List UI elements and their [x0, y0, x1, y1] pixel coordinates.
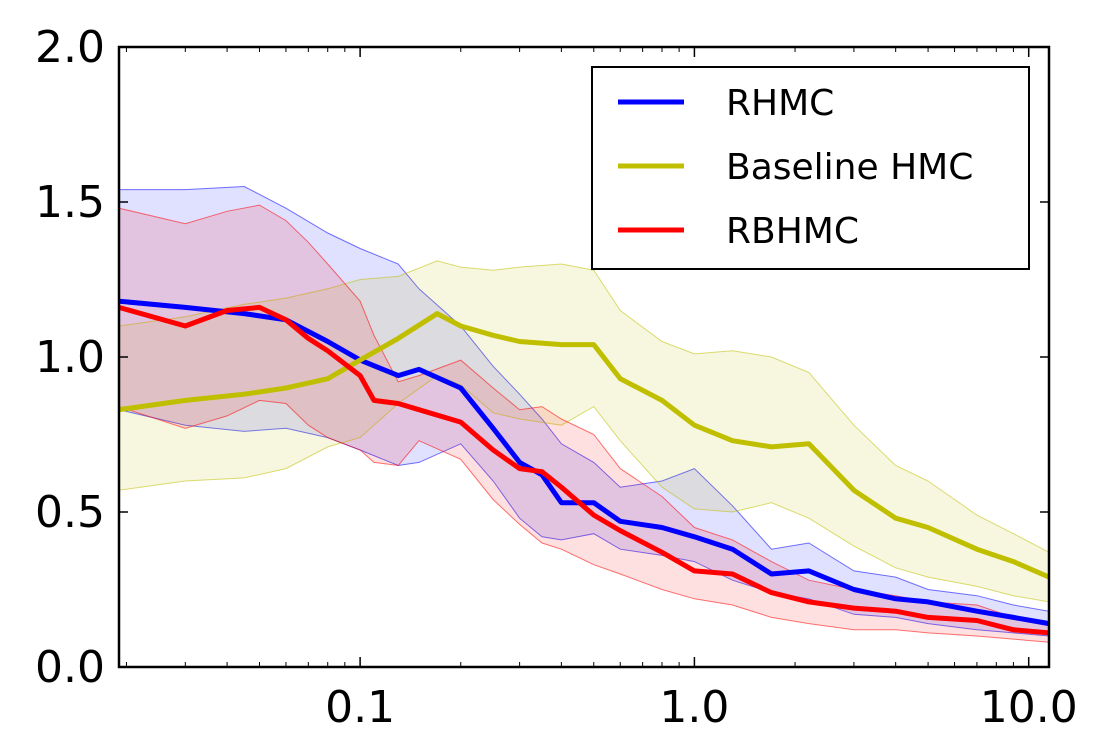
rhmc-band [119, 185, 1049, 637]
y-tick-label: 1.5 [35, 177, 105, 228]
rbhmc-band [119, 204, 1049, 643]
rbhmc-legend-label: RBHMC [726, 211, 859, 252]
rbhmc-line [119, 304, 1049, 636]
y-axis: 0.0 0.5 1.0 1.5 2.0 [35, 22, 1049, 693]
baseline-hmc-line [119, 311, 1049, 580]
plot-area [119, 185, 1049, 643]
y-tick-label: 2.0 [35, 22, 105, 73]
x-tick-label: 0.1 [325, 682, 395, 733]
baseline-hmc-legend-label: Baseline HMC [726, 147, 973, 188]
x-tick-label: 1.0 [659, 682, 729, 733]
x-axis: 0.1 1.0 10.0 [125, 47, 1078, 733]
y-tick-label: 0.5 [35, 487, 105, 538]
y-tick-label: 0.0 [35, 642, 105, 693]
rhmc-legend-label: RHMC [726, 83, 834, 124]
y-tick-label: 1.0 [35, 332, 105, 383]
x-tick-label: 10.0 [980, 682, 1078, 733]
legend: RHMC Baseline HMC RBHMC [591, 66, 1030, 270]
